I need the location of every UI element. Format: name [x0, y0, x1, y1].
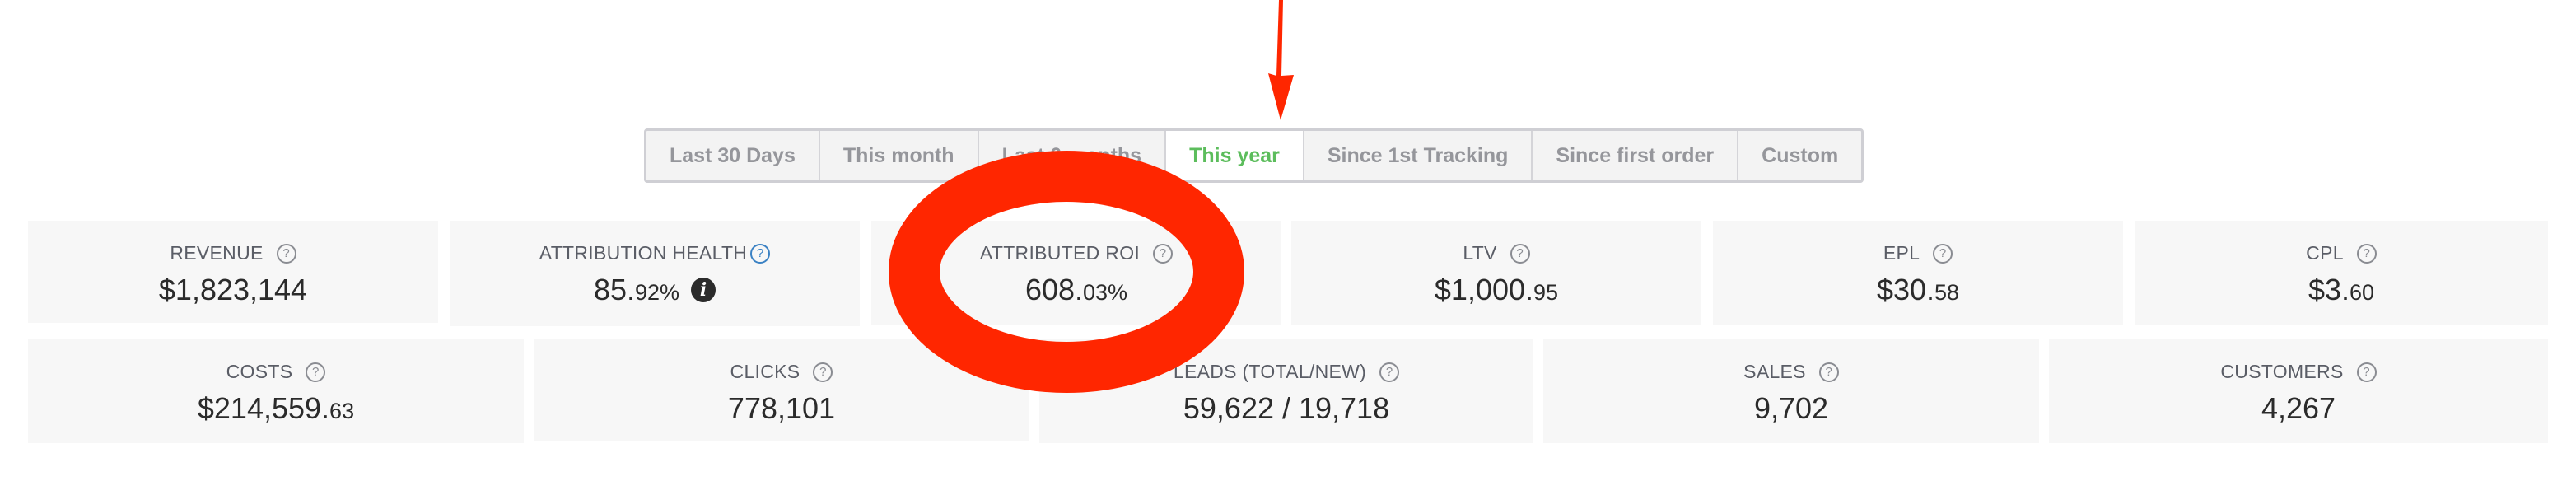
metric-value-decimal: 95 [1533, 280, 1559, 305]
metric-value-decimal: 60 [2350, 280, 2375, 305]
help-icon[interactable]: ? [1379, 362, 1400, 382]
help-icon[interactable]: ? [276, 243, 296, 264]
metric-label: COSTS [226, 361, 293, 382]
metric-value-decimal: 63 [329, 399, 355, 423]
metric-value: $1,823,144 [158, 273, 308, 306]
metric-label: ATTRIBUTION HEALTH [539, 242, 748, 264]
help-icon[interactable]: ? [1510, 243, 1530, 264]
metric-value: 59,622 / 19,718 [1183, 391, 1390, 425]
metric-value: 9,702 [1753, 391, 1829, 425]
metric-label: CLICKS [730, 361, 800, 382]
tab-since-1st-tracking[interactable]: Since 1st Tracking [1304, 131, 1533, 180]
metric-value: 4,267 [2261, 391, 2336, 425]
help-icon[interactable]: ? [1933, 243, 1953, 264]
info-icon[interactable]: i [691, 278, 716, 302]
metric-clicks: CLICKS? 778,101 [534, 339, 1029, 441]
help-icon[interactable]: ? [2356, 243, 2377, 264]
help-icon[interactable]: ? [306, 362, 326, 382]
tab-custom[interactable]: Custom [1762, 143, 1839, 167]
metric-label: SALES [1743, 361, 1806, 382]
metric-label: EPL [1883, 242, 1920, 264]
metric-customers: CUSTOMERS? 4,267 [2049, 339, 2548, 443]
metric-cpl: CPL? $3. 60 [2135, 221, 2548, 325]
tab-this-month[interactable]: This month [820, 131, 979, 180]
metric-label: LEADS (TOTAL/NEW) [1173, 361, 1367, 382]
metric-value-decimal: 03% [1083, 280, 1128, 305]
tab-last-30-days[interactable]: Last 30 Days [646, 131, 820, 180]
metric-leads: LEADS (TOTAL/NEW)? 59,622 / 19,718 [1039, 339, 1533, 443]
metric-value: $1,000. [1434, 273, 1534, 306]
metric-attribution-health: ATTRIBUTION HEALTH? 85. 92% i [450, 221, 860, 326]
metric-label: REVENUE [170, 242, 264, 264]
arrow-annotation [1268, 0, 1294, 120]
help-icon[interactable]: ? [1153, 243, 1174, 264]
metric-epl: EPL? $30. 58 [1713, 221, 2123, 325]
metric-value: 608. [1024, 273, 1084, 306]
metric-value: $214,559. [197, 391, 330, 425]
tab-last-6-months[interactable]: Last 6 months [979, 131, 1167, 180]
help-icon[interactable]: ? [2356, 362, 2377, 382]
metric-revenue: REVENUE? $1,823,144 [28, 221, 438, 323]
metric-value: 85. [593, 273, 635, 306]
tab-this-year[interactable]: This year [1166, 131, 1304, 180]
help-icon[interactable]: ? [813, 362, 833, 382]
metric-value: $3. [2308, 273, 2350, 306]
metric-label: CPL [2306, 242, 2344, 264]
metric-label: ATTRIBUTED ROI [979, 242, 1141, 264]
metric-label: LTV [1463, 242, 1497, 264]
metric-sales: SALES? 9,702 [1543, 339, 2039, 443]
help-icon[interactable]: ? [1818, 362, 1839, 382]
metric-value: $30. [1876, 273, 1935, 306]
metric-attributed-roi: ATTRIBUTED ROI? 608. 03% [871, 221, 1281, 325]
metric-costs: COSTS? $214,559. 63 [28, 339, 524, 443]
metric-value-decimal: 92% [635, 280, 680, 305]
metric-ltv: LTV? $1,000. 95 [1291, 221, 1701, 325]
metric-value: 778,101 [727, 391, 836, 425]
metric-label: CUSTOMERS [2220, 361, 2344, 382]
help-icon[interactable]: ? [750, 243, 771, 264]
tab-since-first-order[interactable]: Since first order [1533, 131, 1739, 180]
metric-value-decimal: 58 [1934, 280, 1960, 305]
date-range-tabs: Last 30 Days This month Last 6 months Th… [644, 128, 1864, 183]
